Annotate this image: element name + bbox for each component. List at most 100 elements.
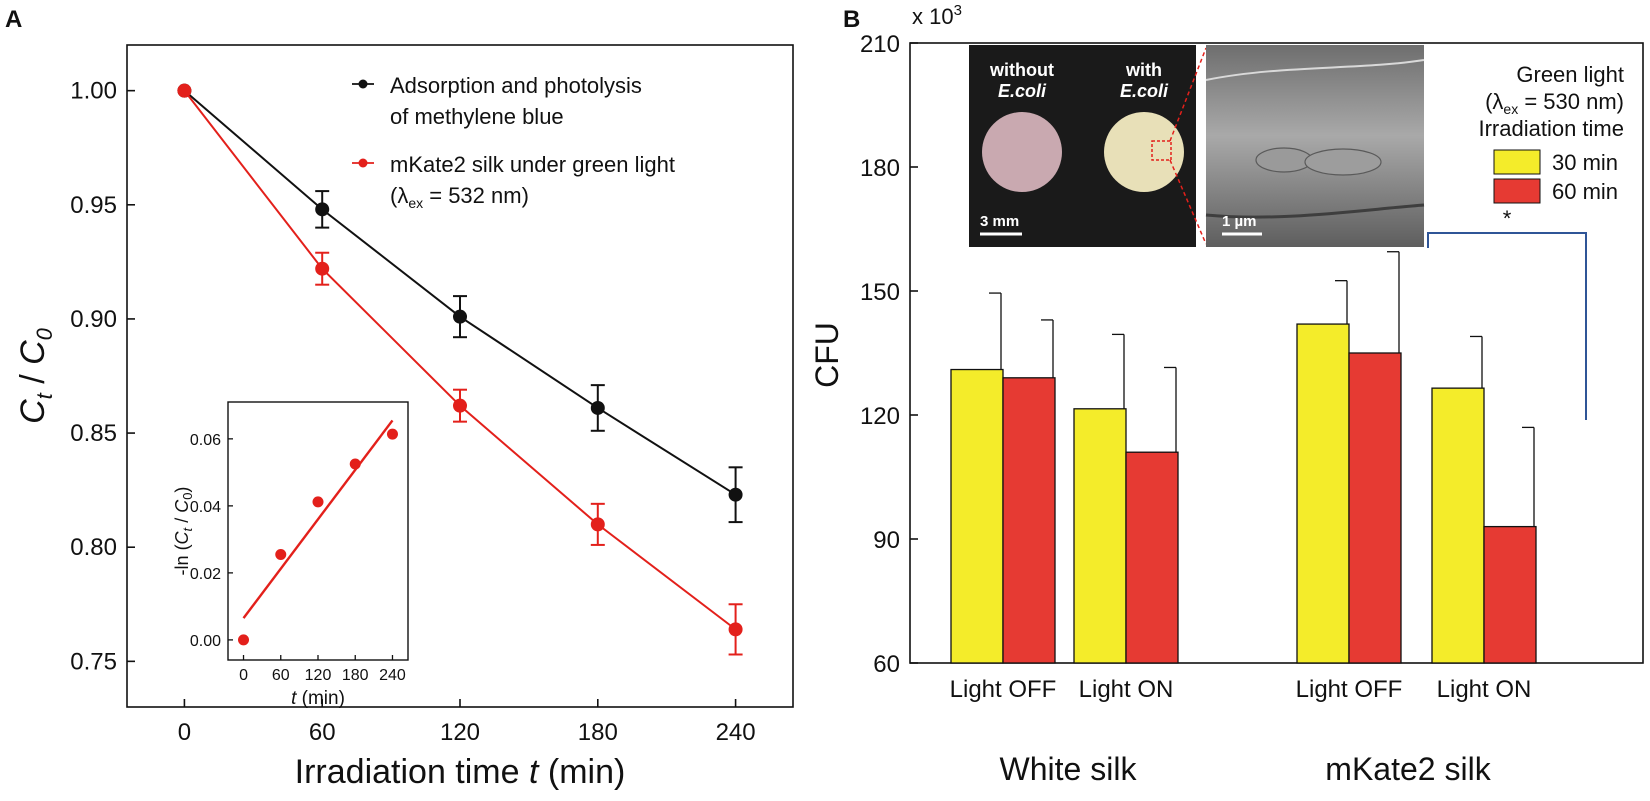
zoom-line-bottom <box>1169 159 1207 245</box>
inset-x-tick-label: 180 <box>342 667 369 684</box>
zoom-line-top <box>1169 47 1207 142</box>
sem-bacterium-2 <box>1304 148 1382 176</box>
inset-frame <box>227 401 409 661</box>
panel-a-x-axis-label: Irradiation time t (min) <box>295 753 626 791</box>
legend-black-label-line2: of methylene blue <box>390 104 564 129</box>
panel-a-x-tick-label: 60 <box>309 719 336 746</box>
data-point-series-0 <box>590 400 605 415</box>
inset-ticks: 0 60 120 180 240 0.00 0.02 0.04 0.06 <box>190 432 406 684</box>
panel-a-y-tick-label: 0.80 <box>70 534 117 561</box>
panel-a-y-tick-label: 0.75 <box>70 648 117 675</box>
data-point-series-1 <box>590 517 605 532</box>
legend-swatch-30min <box>1493 149 1541 175</box>
panel-b-y-tick-label: 60 <box>873 651 900 678</box>
panel-b-y-ticks: 60 90 120 150 180 210 <box>860 31 918 678</box>
panel-a-x-tick-label: 120 <box>440 719 480 746</box>
bracket-line <box>1427 232 1587 420</box>
inset-x-tick-label: 240 <box>379 667 406 684</box>
label-without-line2: E.coli <box>998 81 1047 101</box>
disk-with-ecoli <box>1104 112 1184 192</box>
inset-x-axis-label: t (min) <box>291 688 345 709</box>
inset-data-point <box>386 428 398 440</box>
legend-swatch-60min <box>1493 178 1541 204</box>
legend-title-line3: Irradiation time <box>1478 116 1624 141</box>
legend-black-marker <box>358 79 368 89</box>
panel-b-y-tick-label: 180 <box>860 155 900 182</box>
data-point-series-1 <box>728 622 743 637</box>
label-with-line2: E.coli <box>1120 81 1169 101</box>
inset-series <box>238 419 398 646</box>
legend-red-marker <box>358 158 368 168</box>
group-label-white-silk: White silk <box>1000 751 1138 787</box>
bar-30min <box>1296 323 1350 664</box>
panel-b-y-tick-label: 210 <box>860 31 900 58</box>
data-point-series-1 <box>453 398 467 413</box>
panel-b-x-tick-label: Light OFF <box>950 676 1057 703</box>
data-point-series-1 <box>315 261 330 276</box>
label-with-line1: with <box>1125 60 1162 80</box>
panel-b-plot-frame <box>909 42 1644 664</box>
inset-y-tick-label: 0.04 <box>190 499 221 516</box>
inset-y-tick-label: 0.02 <box>190 566 221 583</box>
bar-30min <box>1431 387 1485 664</box>
inset-x-tick-label: 60 <box>272 667 290 684</box>
sem-fiber-edge <box>1205 59 1425 81</box>
inset-x-tick-label: 0 <box>239 667 248 684</box>
panel-a-y-tick-label: 0.90 <box>70 306 117 333</box>
panel-a-x-tick-label: 180 <box>578 719 618 746</box>
legend-red-label-line2: (λex = 532 nm) <box>390 183 529 211</box>
legend-black-label-line1: Adsorption and photolysis <box>390 73 642 98</box>
data-point-series-1 <box>177 83 192 98</box>
zoom-region-marker <box>1151 140 1172 161</box>
data-point-series-0 <box>728 487 743 502</box>
legend-label-30min: 30 min <box>1552 150 1618 175</box>
legend-label-60min: 60 min <box>1552 179 1618 204</box>
panel-b-y-axis-label: CFU <box>809 322 845 388</box>
panel-a-x-tick-label: 240 <box>716 719 756 746</box>
panel-a-y-tick-label: 0.85 <box>70 420 117 447</box>
data-point-series-0 <box>315 202 330 217</box>
panel-b-x-labels: Light OFF Light ON Light OFF Light ON <box>950 676 1532 703</box>
bar-30min <box>950 368 1004 664</box>
inset-data-point <box>238 634 250 646</box>
panel-b-x-tick-label: Light OFF <box>1296 676 1403 703</box>
significance-star: * <box>1503 206 1512 231</box>
panel-b-bars <box>950 251 1537 664</box>
legend-title-line1: Green light <box>1516 62 1624 87</box>
legend-red-label-line1: mKate2 silk under green light <box>390 152 675 177</box>
panel-a-x-tick-label: 0 <box>178 719 191 746</box>
panel-a-x-ticks: 0 60 120 180 240 <box>178 699 756 746</box>
panel-a-series <box>177 83 743 656</box>
panel-b-x-tick-label: Light ON <box>1437 676 1532 703</box>
inset-data-point <box>275 548 287 560</box>
bar-60min <box>1483 525 1537 664</box>
photo-scale-label: 3 mm <box>980 213 1019 230</box>
panel-b-y-multiplier: x 103 <box>912 2 962 29</box>
panel-a-y-ticks: 0.75 0.80 0.85 0.90 0.95 1.00 <box>70 78 135 675</box>
legend-title-line2: (λex = 530 nm) <box>1485 89 1624 117</box>
panel-b-label: B <box>843 6 860 33</box>
inset-fit-line <box>242 419 394 619</box>
panel-a-y-tick-label: 0.95 <box>70 192 117 219</box>
panel-a-y-axis-label: Ct / C0 <box>14 327 57 424</box>
panel-a-y-tick-label: 1.00 <box>70 78 117 105</box>
panel-b-y-tick-label: 90 <box>873 527 900 554</box>
inset-y-tick-label: 0.06 <box>190 432 221 449</box>
group-label-mkate2-silk: mKate2 silk <box>1325 751 1491 787</box>
inset-data-point <box>349 458 361 470</box>
bar-60min <box>1002 377 1056 664</box>
panel-b-legend: Green light (λex = 530 nm) Irradiation t… <box>1478 62 1624 204</box>
panel-b-x-tick-label: Light ON <box>1079 676 1174 703</box>
inset-photo-composite: without E.coli with E.coli 3 mm 1 µm <box>969 45 1425 247</box>
inset-y-tick-label: 0.00 <box>190 633 221 650</box>
sem-bacterium-1 <box>1255 147 1313 173</box>
label-without-line1: without <box>989 60 1054 80</box>
sem-scale-label: 1 µm <box>1222 213 1257 230</box>
sem-fiber-edge-lower <box>1205 203 1425 219</box>
data-point-series-0 <box>453 309 467 324</box>
inset-data-point <box>312 496 324 508</box>
panel-b-y-tick-label: 150 <box>860 279 900 306</box>
significance-bracket: * <box>1427 206 1587 420</box>
bar-60min <box>1125 451 1179 664</box>
